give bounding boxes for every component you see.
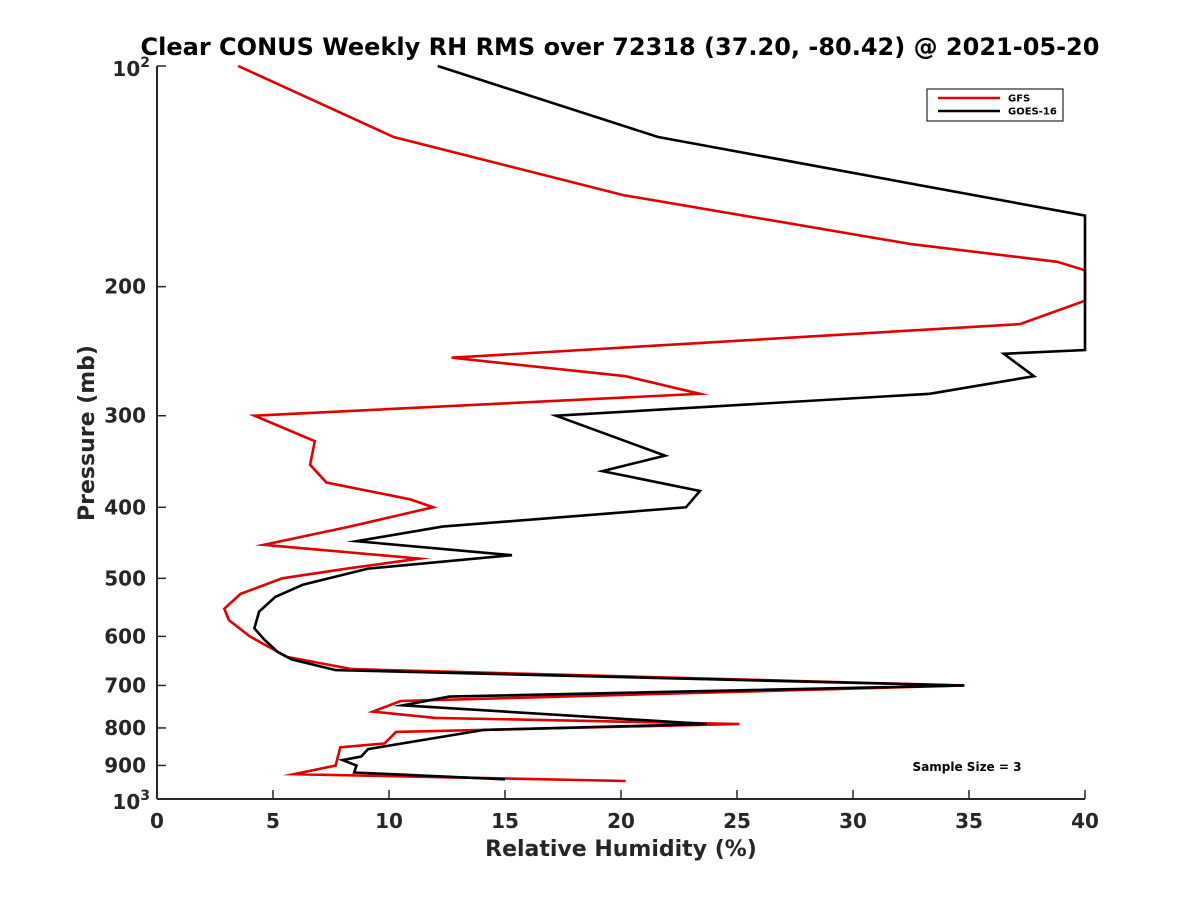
y-tick-label: 102 [112,55,150,81]
y-tick-exponent: 2 [140,55,150,71]
legend-box [926,88,1064,122]
series-line-gfs [222,64,1087,783]
series-layer [222,64,1087,783]
y-tick-label: 500 [104,566,146,590]
y-tick-base: 10 [112,57,140,81]
y-tick-exponent: 3 [140,788,150,804]
y-tick-label: 600 [104,624,146,648]
y-tick-label: 700 [104,673,146,697]
chart-title: Clear CONUS Weekly RH RMS over 72318 (37… [141,33,1100,61]
legend-label-goes-16: GOES-16 [1008,107,1057,118]
y-axis-label: Pressure (mb) [75,345,100,521]
x-tick-label: 35 [955,809,983,833]
y-tick-label: 200 [104,275,146,299]
y-tick-label: 900 [104,753,146,777]
x-ticks: 0 5 10 15 20 25 30 35 40 [150,790,1099,833]
x-tick-label: 40 [1071,809,1099,833]
x-tick-label: 5 [266,809,280,833]
x-tick-label: 15 [491,809,519,833]
x-tick-label: 20 [607,809,635,833]
x-tick-label: 0 [150,809,164,833]
y-tick-label: 300 [104,404,146,428]
x-tick-label: 30 [839,809,867,833]
series-line-goes-16 [252,64,1087,781]
x-axis-label: Relative Humidity (%) [485,837,757,862]
y-tick-label: 800 [104,716,146,740]
legend: GFS GOES-16 [926,88,1064,122]
y-tick-label: 103 [112,788,150,814]
sample-size-annotation: Sample Size = 3 [913,760,1022,774]
y-tick-base: 10 [112,790,140,814]
x-tick-label: 10 [375,809,403,833]
legend-label-gfs: GFS [1008,94,1030,105]
y-tick-label: 400 [104,495,146,519]
x-tick-label: 25 [723,809,751,833]
